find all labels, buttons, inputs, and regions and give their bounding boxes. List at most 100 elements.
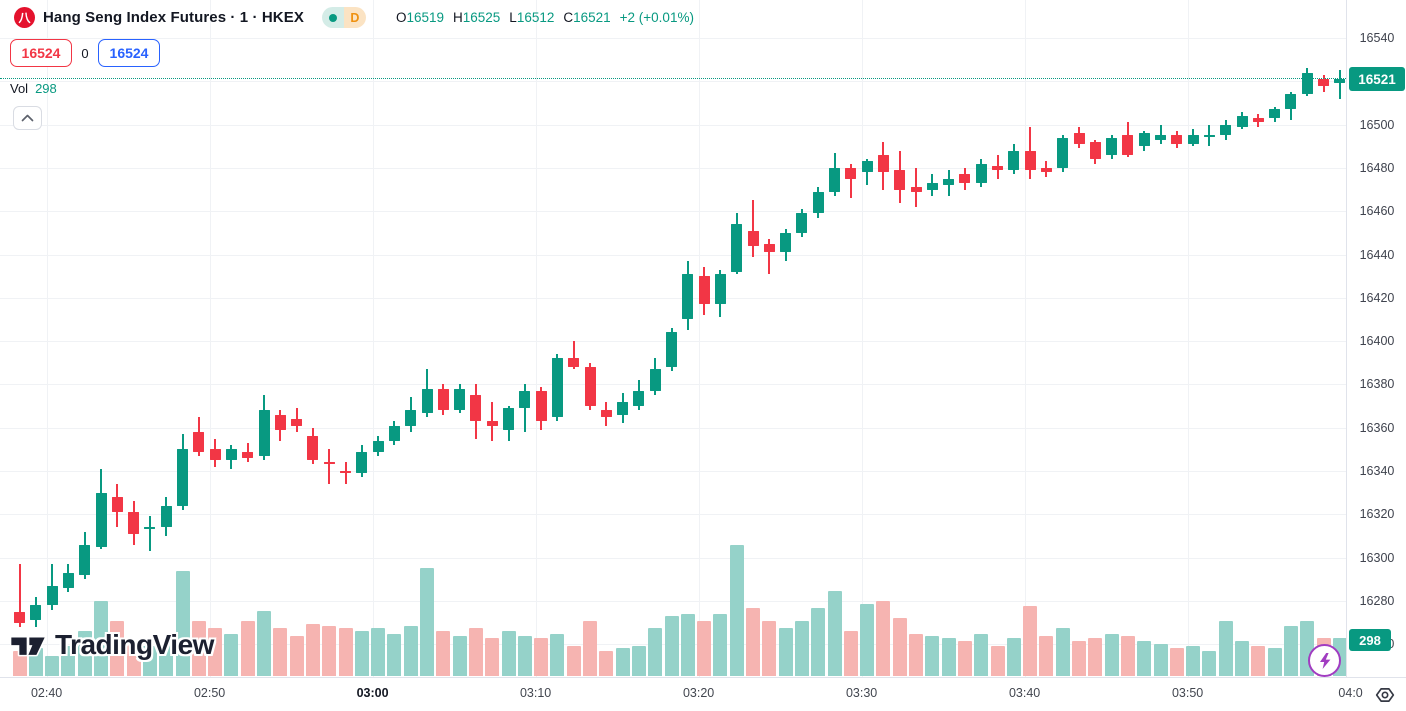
- volume-bar: [746, 608, 760, 676]
- candle-wick: [768, 239, 771, 274]
- collapse-pane-button[interactable]: [13, 106, 42, 130]
- volume-bar: [1267, 647, 1282, 676]
- candle: [14, 611, 25, 623]
- price-axis-label: 16420: [1359, 290, 1395, 305]
- volume-bar: [974, 634, 989, 676]
- candle: [356, 451, 368, 474]
- candle: [1138, 133, 1150, 147]
- current-price-value: 16521: [1358, 71, 1396, 87]
- price-gridline: [0, 81, 1346, 83]
- candle: [160, 505, 172, 528]
- symbol-title[interactable]: Hang Seng Index Futures · 1 · HKEX: [43, 9, 304, 26]
- volume-bar: [1251, 646, 1266, 676]
- volume-bar: [61, 646, 76, 676]
- chart-plot[interactable]: TradingView: [0, 0, 1346, 677]
- candle: [1252, 118, 1264, 123]
- volume-indicator: Vol 298: [10, 81, 57, 96]
- candle: [372, 440, 384, 452]
- volume-bar: [45, 655, 60, 676]
- volume-bar: [354, 630, 369, 676]
- candle: [1057, 137, 1069, 168]
- volume-bar: [452, 635, 467, 676]
- candle: [666, 332, 677, 368]
- open-readout: O16519: [395, 10, 444, 25]
- candle: [454, 388, 466, 411]
- volume-bar: [778, 628, 793, 676]
- ohlc-readout: O16519 H16525 L16512 C16521 +2 (+0.01%): [396, 10, 694, 25]
- candle: [649, 369, 661, 391]
- candle: [584, 367, 596, 407]
- order-panel: 16524 0 16524: [10, 39, 160, 67]
- volume-bar: [289, 635, 304, 676]
- candle: [421, 388, 433, 413]
- candle: [1122, 135, 1134, 155]
- sell-button[interactable]: 16524: [10, 39, 72, 67]
- volume-bar: [1006, 637, 1021, 676]
- price-gridline: [0, 124, 1346, 126]
- volume-label: Vol: [10, 81, 29, 96]
- time-gridline: [1024, 0, 1026, 677]
- time-axis[interactable]: 02:40 02:50 03:00 03:10 03:20 03:30 03:40 03:50…: [0, 677, 1406, 711]
- candle: [225, 449, 237, 461]
- volume-bar: [534, 637, 549, 676]
- candle: [763, 243, 775, 253]
- candle: [79, 544, 91, 575]
- price-gridline: [0, 211, 1346, 213]
- candle: [62, 572, 74, 588]
- volume-bar: [1137, 641, 1152, 676]
- eye-icon[interactable]: [1374, 685, 1396, 705]
- time-axis-label: 02:50: [193, 686, 226, 700]
- interval-pill[interactable]: D: [321, 7, 366, 28]
- candle: [307, 436, 319, 461]
- symbol-logo-icon[interactable]: 八: [14, 7, 35, 28]
- candle-wick: [1338, 70, 1341, 99]
- price-axis-label: 16340: [1359, 464, 1395, 478]
- candle: [1024, 150, 1036, 171]
- volume-bar: [860, 603, 875, 676]
- time-gridline: [535, 0, 537, 677]
- volume-bar: [436, 630, 451, 676]
- candle: [975, 163, 987, 184]
- volume-bar: [1169, 647, 1184, 676]
- candle: [568, 358, 580, 368]
- candle: [551, 358, 563, 417]
- volume-bar: [257, 610, 271, 676]
- price-axis-label: 16480: [1359, 160, 1395, 175]
- volume-bar: [876, 600, 891, 676]
- candle: [258, 410, 270, 456]
- volume-bar: [729, 545, 744, 676]
- volume-bar: [957, 641, 972, 676]
- close-readout: C16521: [563, 10, 611, 25]
- volume-bar: [468, 628, 483, 676]
- candle: [144, 527, 156, 530]
- candle: [1106, 137, 1118, 155]
- volume-bar: [403, 625, 418, 676]
- volume-bar: [583, 621, 597, 676]
- candle: [877, 154, 889, 173]
- candle-wick: [849, 163, 852, 199]
- time-gridline: [698, 0, 700, 677]
- volume-bar: [599, 650, 614, 676]
- volume-bar: [191, 621, 206, 676]
- volume-bar: [1235, 641, 1249, 676]
- buy-button[interactable]: 16524: [98, 39, 160, 67]
- volume-bar: [990, 646, 1005, 676]
- volume-tag: 298: [1349, 629, 1391, 651]
- volume-bar: [142, 646, 157, 676]
- current-price-tag: 16521: [1349, 67, 1405, 91]
- candle: [910, 187, 922, 192]
- price-gridline: [0, 427, 1346, 429]
- tradingview-watermark: TradingView: [10, 629, 214, 661]
- price-axis[interactable]: 16521 298 165401652016500164801646016440…: [1346, 0, 1406, 677]
- volume-bar: [94, 600, 108, 676]
- lightning-button[interactable]: [1308, 644, 1341, 677]
- volume-bar: [517, 635, 532, 676]
- candle: [519, 390, 531, 409]
- volume-bar: [1283, 625, 1298, 676]
- volume-bar: [1186, 646, 1201, 676]
- candle-wick: [572, 341, 575, 370]
- candle: [1220, 124, 1232, 136]
- volume-bar: [420, 567, 434, 676]
- volume-bar: [1202, 650, 1217, 676]
